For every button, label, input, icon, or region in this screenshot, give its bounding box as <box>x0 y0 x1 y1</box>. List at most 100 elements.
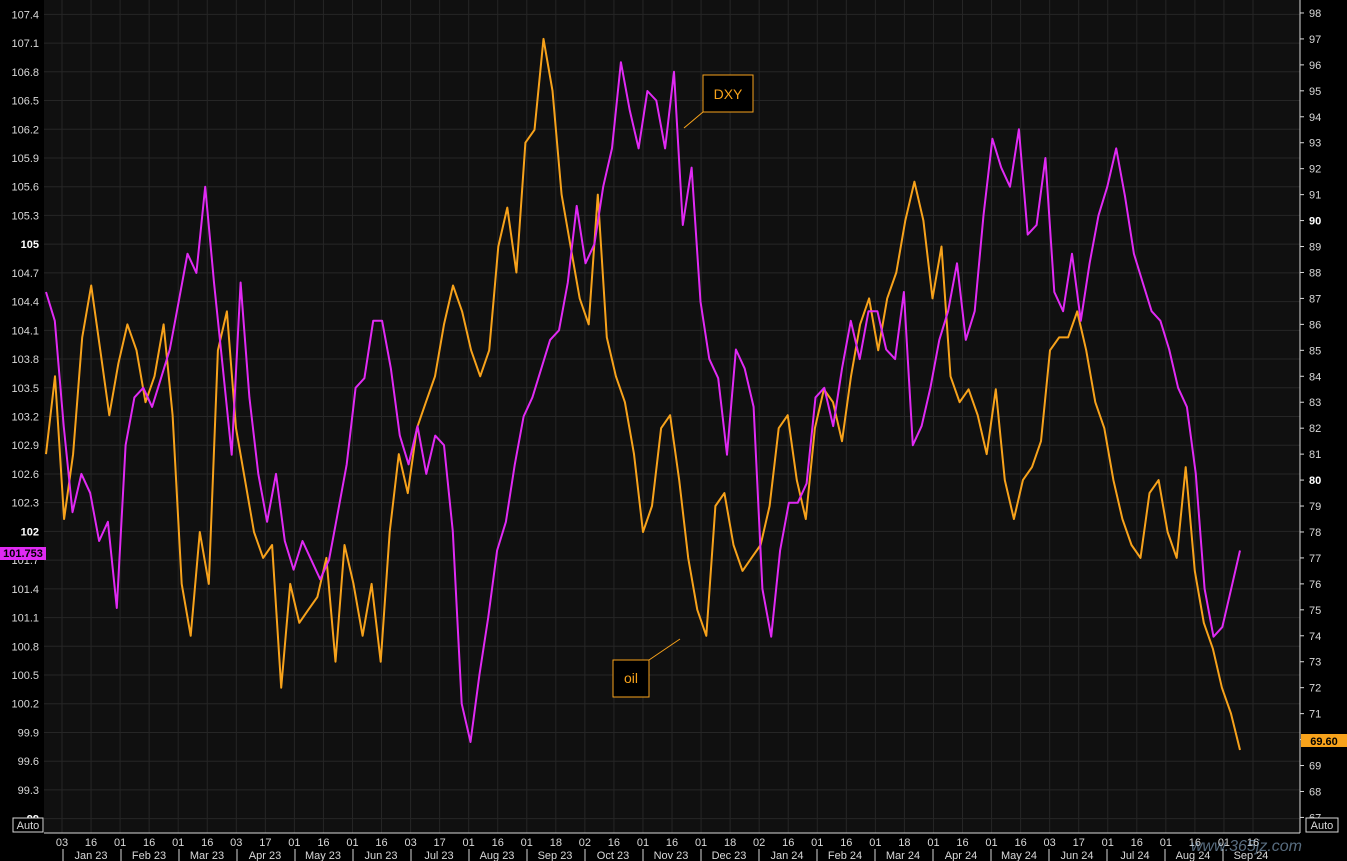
grid-layer <box>44 0 1300 833</box>
x-day-tick-label: 16 <box>608 837 620 849</box>
x-month-label: May 23 <box>305 850 341 861</box>
left-tick-label: 102.3 <box>11 498 39 510</box>
x-day-tick-label: 03 <box>404 837 416 849</box>
dxy-callout: DXY <box>683 74 754 129</box>
right-tick-label: 87 <box>1309 293 1321 305</box>
x-day-tick-label: 02 <box>753 837 765 849</box>
right-tick-label: 74 <box>1309 631 1321 643</box>
right-tick-label: 77 <box>1309 553 1321 565</box>
right-tick-label: 96 <box>1309 60 1321 72</box>
right-tick-label: 88 <box>1309 267 1321 279</box>
x-day-tick-label: 01 <box>637 837 649 849</box>
left-tick-label: 99.6 <box>18 756 39 768</box>
right-tick-label: 76 <box>1309 579 1321 591</box>
x-month-label: Apr 24 <box>945 850 977 861</box>
right-tick-label: 97 <box>1309 34 1321 46</box>
x-day-tick-label: 01 <box>114 837 126 849</box>
oil-last-value-bg <box>1301 734 1347 747</box>
x-month-label: Nov 23 <box>654 850 689 861</box>
x-day-tick-label: 01 <box>1102 837 1114 849</box>
right-tick-label: 92 <box>1309 164 1321 176</box>
left-axis: 107.4 107.1 106.8 106.5 106.2 105.9 105.6 105.3… <box>11 9 39 825</box>
x-month-label: Mar 23 <box>190 850 224 861</box>
x-axis: 03 16 01 16 01 16 03 17 01 16 01 16 03 17 01 16 01 18 02 16… <box>44 832 1300 861</box>
x-day-tick-label: 01 <box>463 837 475 849</box>
dxy-callout-label: DXY <box>714 86 743 102</box>
right-tick-label: 93 <box>1309 138 1321 150</box>
oil-callout-box <box>612 659 650 698</box>
left-tick-label: 105.6 <box>11 182 39 194</box>
left-tick-label: 104.4 <box>11 297 39 309</box>
left-tick-label: 103.8 <box>11 354 39 366</box>
x-month-label: Feb 23 <box>132 850 166 861</box>
x-month-label: Jan 24 <box>770 850 803 861</box>
right-tick-label: 82 <box>1309 423 1321 435</box>
x-day-tick-label: 02 <box>579 837 591 849</box>
left-tick-label: 101.1 <box>11 613 39 625</box>
x-day-tick-label: 17 <box>1073 837 1085 849</box>
right-tick-label: 91 <box>1309 190 1321 202</box>
left-tick-label: 100.5 <box>11 670 39 682</box>
x-day-tick-label: 16 <box>1131 837 1143 849</box>
left-tick-label: 103.2 <box>11 412 39 424</box>
left-tick-label: 105 <box>21 239 39 251</box>
x-day-tick-label: 16 <box>143 837 155 849</box>
right-tick-label: 68 <box>1309 786 1321 798</box>
left-tick-label: 103.5 <box>11 383 39 395</box>
dxy-last-value-tag: 101.753 <box>0 547 46 560</box>
x-day-tick-label: 01 <box>695 837 707 849</box>
x-day-tick-label: 01 <box>869 837 881 849</box>
x-day-tick-label: 16 <box>840 837 852 849</box>
x-month-label: May 24 <box>1001 850 1037 861</box>
dxy-last-value-label: 101.753 <box>3 548 43 560</box>
x-day-tick-label: 01 <box>1160 837 1172 849</box>
x-month-label: Dec 23 <box>712 850 747 861</box>
series-layer <box>45 37 1241 751</box>
right-tick-label: 78 <box>1309 527 1321 539</box>
x-month-label: Mar 24 <box>886 850 920 861</box>
x-day-tick-label: 03 <box>1044 837 1056 849</box>
right-tick-label: 69 <box>1309 761 1321 773</box>
x-month-label: Apr 23 <box>249 850 281 861</box>
x-day-tick-label: 01 <box>521 837 533 849</box>
x-day-tick-label: 16 <box>375 837 387 849</box>
left-tick-label: 102 <box>21 526 39 538</box>
x-day-tick-label: 03 <box>230 837 242 849</box>
left-tick-label: 104.7 <box>11 268 39 280</box>
right-tick-label: 90 <box>1309 216 1321 228</box>
left-auto-box[interactable] <box>12 817 44 833</box>
oil-callout-leader <box>648 638 681 661</box>
x-day-tick-label: 17 <box>434 837 446 849</box>
left-tick-label: 100.8 <box>11 641 39 653</box>
x-day-tick-label: 01 <box>927 837 939 849</box>
x-day-tick-label: 01 <box>1218 837 1230 849</box>
series-line-dxy <box>45 61 1241 743</box>
right-tick-label: 86 <box>1309 319 1321 331</box>
x-day-tick-label: 18 <box>898 837 910 849</box>
oil-last-value-label: 69.60 <box>1310 736 1338 748</box>
right-tick-label: 84 <box>1309 371 1321 383</box>
x-month-label: Sep 24 <box>1234 850 1269 861</box>
oil-callout-label: oil <box>624 670 638 686</box>
x-day-tick-label: 16 <box>1247 837 1259 849</box>
right-auto-label: Auto <box>1311 820 1334 832</box>
oil-last-value-tag: 69.60 <box>1301 734 1347 748</box>
left-auto-button[interactable]: Auto <box>12 817 44 833</box>
left-tick-label: 101.4 <box>11 584 39 596</box>
x-day-tick-label: 16 <box>492 837 504 849</box>
right-auto-button[interactable]: Auto <box>1305 817 1339 833</box>
left-tick-label: 106.2 <box>11 124 39 136</box>
right-tick-label: 89 <box>1309 242 1321 254</box>
right-auto-box[interactable] <box>1305 817 1339 833</box>
x-day-tick-label: 16 <box>317 837 329 849</box>
x-month-label: Jul 24 <box>1120 850 1149 861</box>
left-tick-label: 107.4 <box>11 9 39 21</box>
dxy-last-value-bg <box>0 547 46 560</box>
left-tick-label: 105.9 <box>11 153 39 165</box>
x-day-tick-label: 17 <box>259 837 271 849</box>
dxy-callout-leader <box>683 111 704 129</box>
left-tick-label: 105.3 <box>11 210 39 222</box>
x-month-label: Aug 24 <box>1176 850 1211 861</box>
left-tick-label: 102.6 <box>11 469 39 481</box>
